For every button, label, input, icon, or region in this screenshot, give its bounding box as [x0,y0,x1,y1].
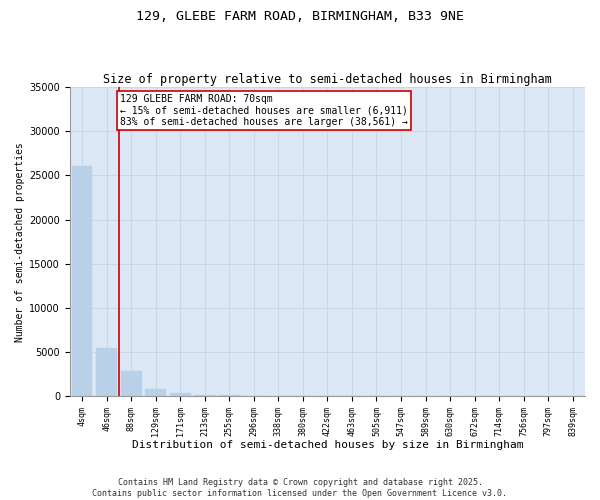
Bar [145,389,166,396]
Text: 129 GLEBE FARM ROAD: 70sqm
← 15% of semi-detached houses are smaller (6,911)
83%: 129 GLEBE FARM ROAD: 70sqm ← 15% of semi… [120,94,408,128]
Bar [121,372,142,396]
Title: Size of property relative to semi-detached houses in Birmingham: Size of property relative to semi-detach… [103,73,552,86]
Text: 129, GLEBE FARM ROAD, BIRMINGHAM, B33 9NE: 129, GLEBE FARM ROAD, BIRMINGHAM, B33 9N… [136,10,464,23]
Y-axis label: Number of semi-detached properties: Number of semi-detached properties [15,142,25,342]
Bar [194,395,215,396]
Bar [71,166,92,396]
Bar [170,394,191,396]
Text: Contains HM Land Registry data © Crown copyright and database right 2025.
Contai: Contains HM Land Registry data © Crown c… [92,478,508,498]
Bar [96,348,117,396]
X-axis label: Distribution of semi-detached houses by size in Birmingham: Distribution of semi-detached houses by … [131,440,523,450]
